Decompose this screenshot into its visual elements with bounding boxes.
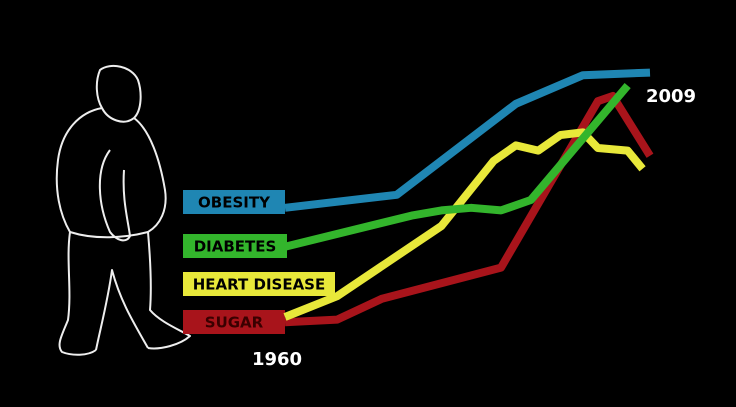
x-start-label: 1960 [252, 349, 302, 370]
series-line [284, 68, 651, 212]
man-figure [55, 64, 191, 356]
legend-label: SUGAR [205, 314, 264, 332]
legend-label: DIABETES [194, 238, 277, 256]
x-end-label: 2009 [646, 86, 696, 107]
legend-box [183, 234, 287, 258]
legend-label: HEART DISEASE [193, 276, 325, 294]
legend-box [183, 190, 285, 214]
series-line [284, 83, 631, 251]
legend-label: OBESITY [198, 194, 271, 212]
legend-box [183, 310, 285, 334]
series-line [283, 128, 646, 321]
legend-box [183, 272, 335, 296]
series-line [284, 92, 654, 327]
